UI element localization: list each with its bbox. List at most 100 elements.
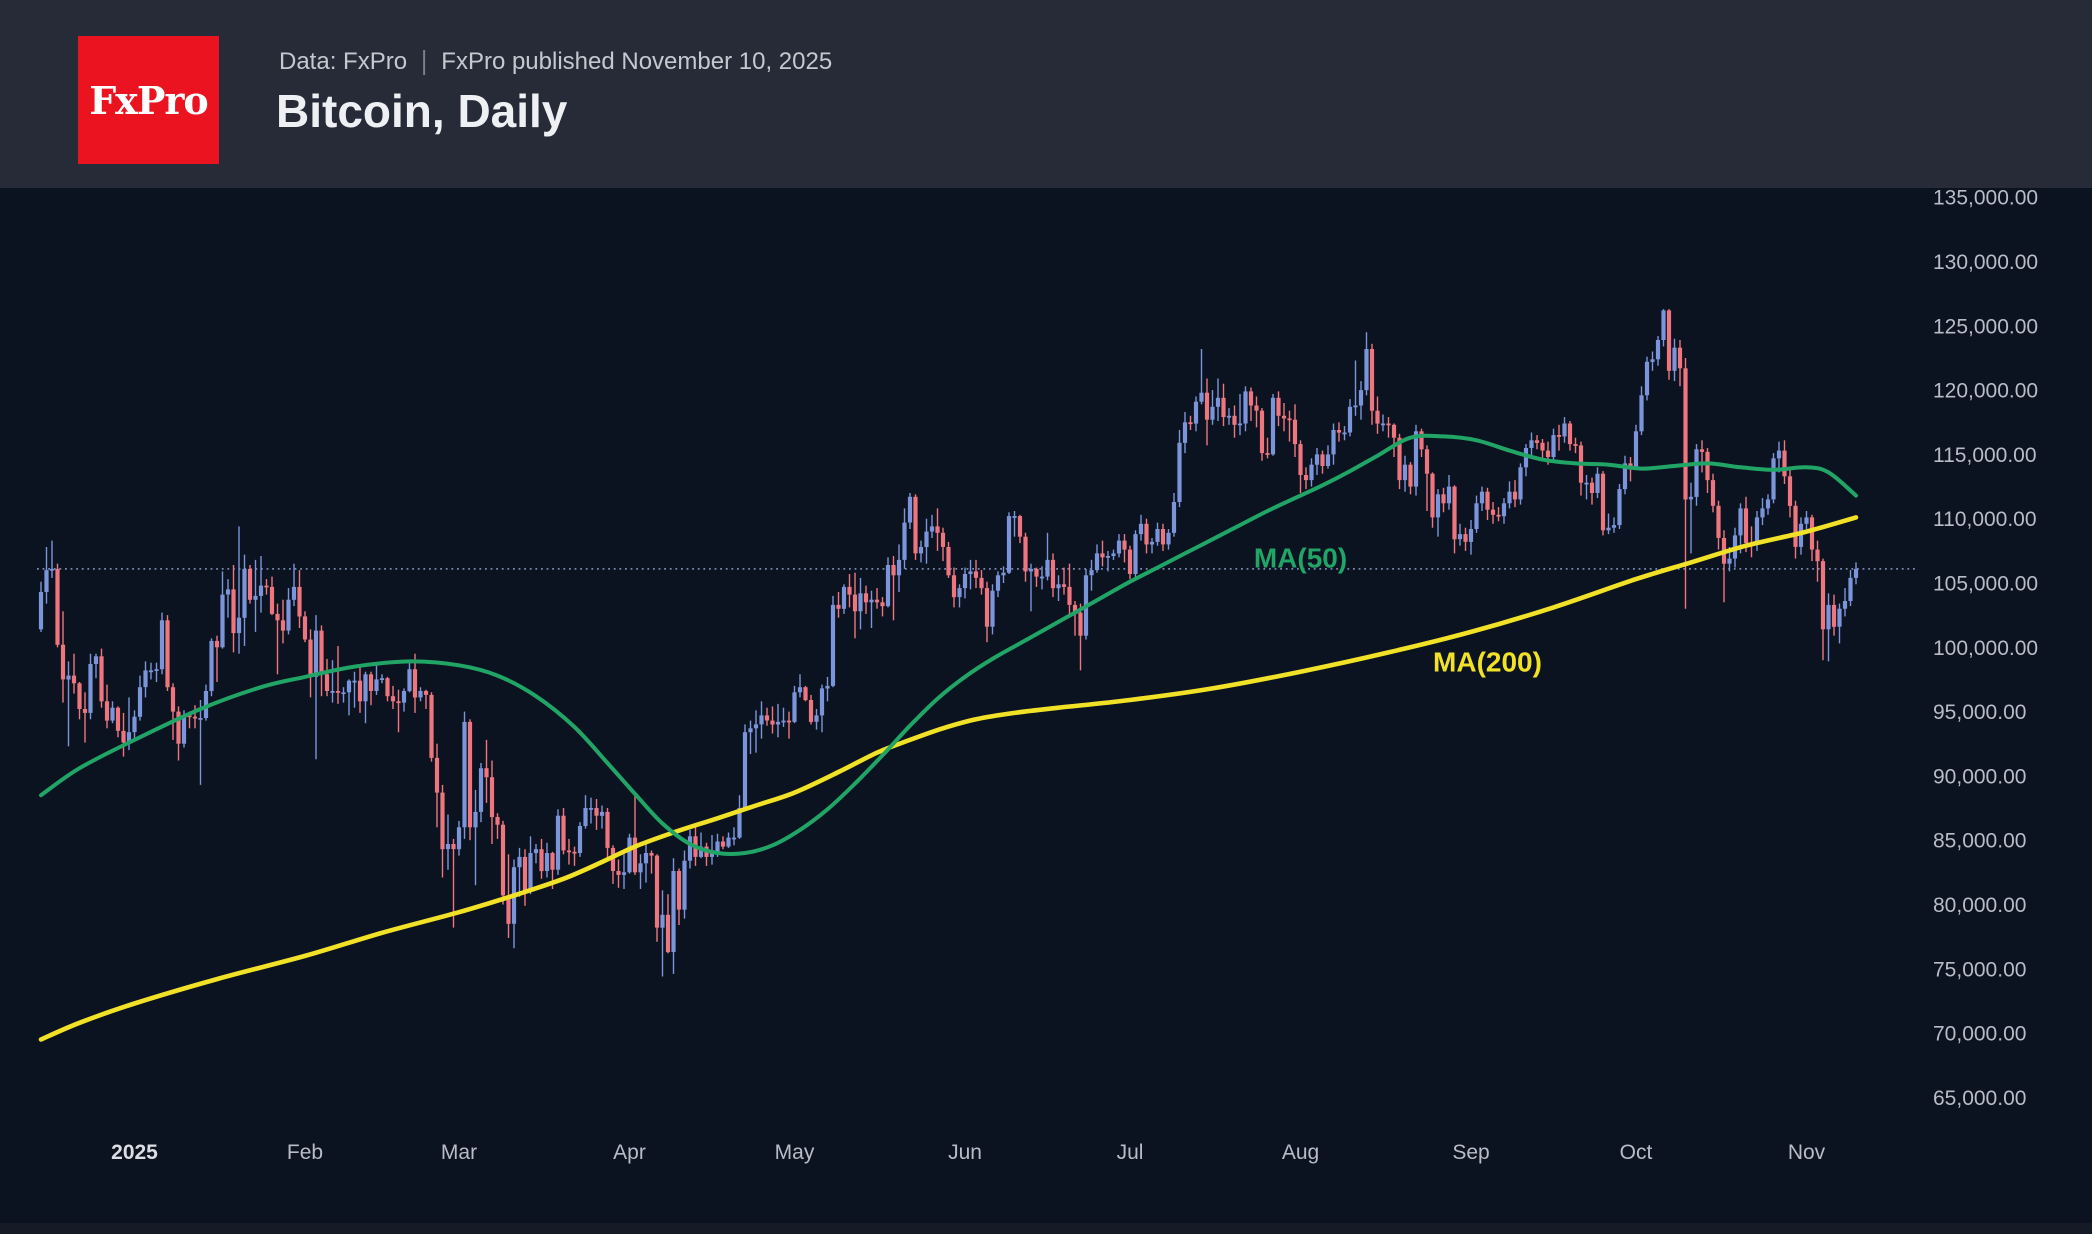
candle (1292, 404, 1298, 457)
candle (1848, 570, 1853, 607)
candle (1177, 430, 1182, 508)
candle (1127, 545, 1133, 580)
candle (346, 679, 352, 716)
candle (198, 700, 203, 785)
candle (1699, 440, 1705, 473)
candle (1639, 386, 1644, 436)
candle (1193, 396, 1199, 432)
candle (1045, 532, 1050, 581)
x-axis-label: Jun (948, 1141, 982, 1164)
candle (368, 671, 374, 706)
candle (1661, 309, 1666, 347)
candle (170, 683, 176, 740)
candle (1402, 455, 1408, 492)
candle (495, 813, 500, 839)
candle (99, 648, 104, 708)
candle (1116, 534, 1122, 558)
candle (148, 662, 154, 680)
candle (775, 703, 781, 738)
candle (423, 689, 429, 709)
candle (1760, 498, 1765, 526)
candle (1567, 421, 1573, 451)
candle (500, 820, 506, 905)
candle (225, 579, 231, 618)
candle (1072, 601, 1078, 636)
candle (379, 674, 385, 684)
candle (93, 653, 99, 679)
candle (192, 705, 198, 729)
candle (874, 588, 880, 609)
ma200-line-layer (38, 515, 1859, 1042)
candle (1512, 480, 1518, 508)
x-axis-label: Feb (287, 1141, 323, 1164)
candle (55, 563, 60, 648)
candle (1441, 487, 1446, 513)
candle (704, 842, 709, 866)
candle (1705, 448, 1710, 493)
candle (737, 795, 742, 839)
candle (1111, 549, 1116, 560)
candle (1149, 538, 1155, 554)
y-axis[interactable]: 135,000.00 130,000.00 125,000.00 120,000.00… (1933, 187, 2038, 1110)
candle (1457, 523, 1463, 546)
candle (1314, 448, 1320, 475)
candle (1710, 473, 1716, 513)
candle (907, 493, 913, 529)
candle (968, 559, 973, 590)
candle (209, 638, 214, 697)
candle (511, 859, 517, 949)
candle (247, 565, 253, 604)
candle (803, 685, 808, 702)
candle (1507, 481, 1512, 509)
y-axis-label: 65,000.00 (1933, 1087, 2026, 1110)
candle (1446, 475, 1452, 510)
candle (781, 707, 786, 727)
candle (1600, 471, 1606, 536)
candle (165, 615, 170, 691)
candle (687, 829, 693, 869)
candle (1078, 603, 1083, 671)
x-axis[interactable]: 2025 Feb Mar Apr May Jun Jul Aug Sep Oct Nov (111, 1141, 1826, 1164)
candle (357, 666, 363, 713)
candle (819, 684, 825, 733)
candle (132, 710, 137, 739)
ma50-line (39, 433, 1858, 857)
candle (1798, 517, 1804, 555)
candle (962, 567, 968, 599)
candle (1743, 496, 1749, 553)
candle (858, 577, 863, 630)
candles-layer (38, 309, 1859, 977)
candle (330, 660, 335, 703)
candle (792, 685, 797, 724)
candle (726, 832, 731, 848)
candle (1155, 522, 1160, 546)
y-axis-label: 80,000.00 (1933, 894, 2026, 917)
candle (577, 822, 583, 857)
candle (1105, 550, 1111, 572)
candle (759, 701, 764, 739)
candle (1265, 437, 1270, 459)
candle (528, 836, 533, 895)
candle (159, 612, 165, 675)
candle (1276, 391, 1281, 427)
candle (1650, 351, 1655, 371)
fxpro-logo: FxPro (78, 36, 219, 164)
candle (49, 540, 55, 578)
candle (1243, 386, 1248, 432)
candle (313, 615, 319, 760)
candle (60, 611, 66, 703)
candle (753, 710, 759, 753)
candle (1056, 575, 1061, 601)
y-axis-label: 70,000.00 (1933, 1023, 2026, 1046)
candle (1182, 412, 1188, 454)
candle (1210, 390, 1215, 425)
candle (44, 547, 49, 604)
candle (1369, 343, 1375, 425)
ma50-line-layer (39, 433, 1858, 857)
candle (1518, 463, 1523, 505)
candle (1617, 484, 1622, 529)
candle (1270, 394, 1276, 456)
candle (478, 763, 484, 823)
candle (1347, 399, 1353, 437)
